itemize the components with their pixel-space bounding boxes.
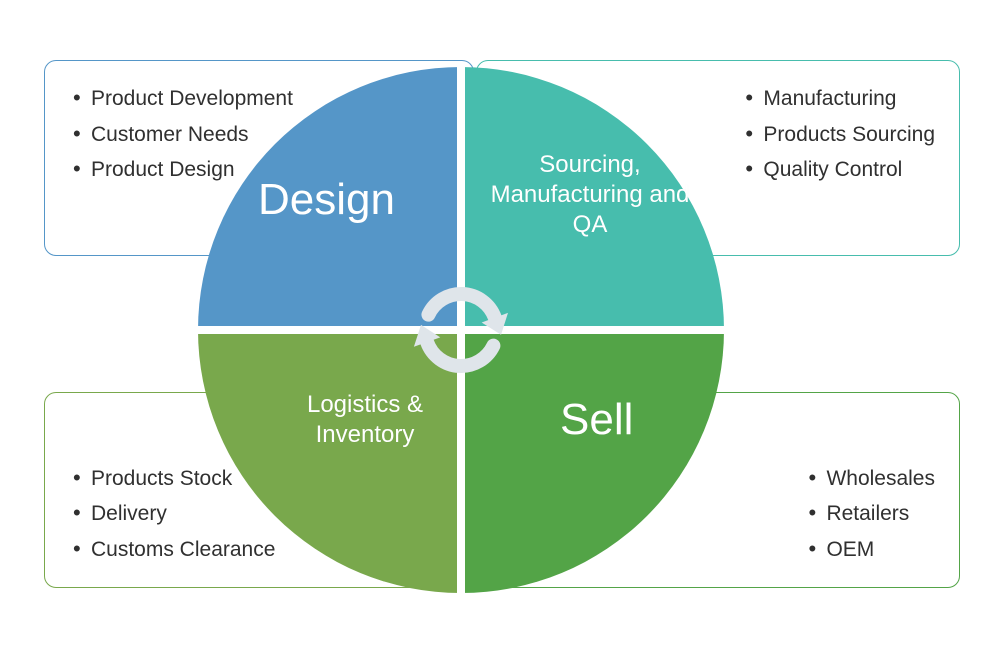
list-item: Wholesales <box>804 463 935 495</box>
list-item: Products Sourcing <box>741 119 935 151</box>
cycle-arrows-icon <box>407 276 515 384</box>
quadrant-label-design: Design <box>258 172 395 227</box>
quadrant-label-sourcing: Sourcing, Manufacturing and QA <box>490 150 690 240</box>
diagram-stage: { "diagram": { "type": "infographic", "c… <box>0 0 1000 659</box>
list-item: OEM <box>804 534 935 566</box>
sell-bullets: Wholesales Retailers OEM <box>804 459 935 570</box>
list-item: Quality Control <box>741 154 935 186</box>
quadrant-label-sell: Sell <box>560 392 633 447</box>
list-item: Retailers <box>804 498 935 530</box>
list-item: Manufacturing <box>741 83 935 115</box>
quadrant-label-logistics: Logistics & Inventory <box>280 390 450 450</box>
sourcing-bullets: Manufacturing Products Sourcing Quality … <box>741 79 935 190</box>
